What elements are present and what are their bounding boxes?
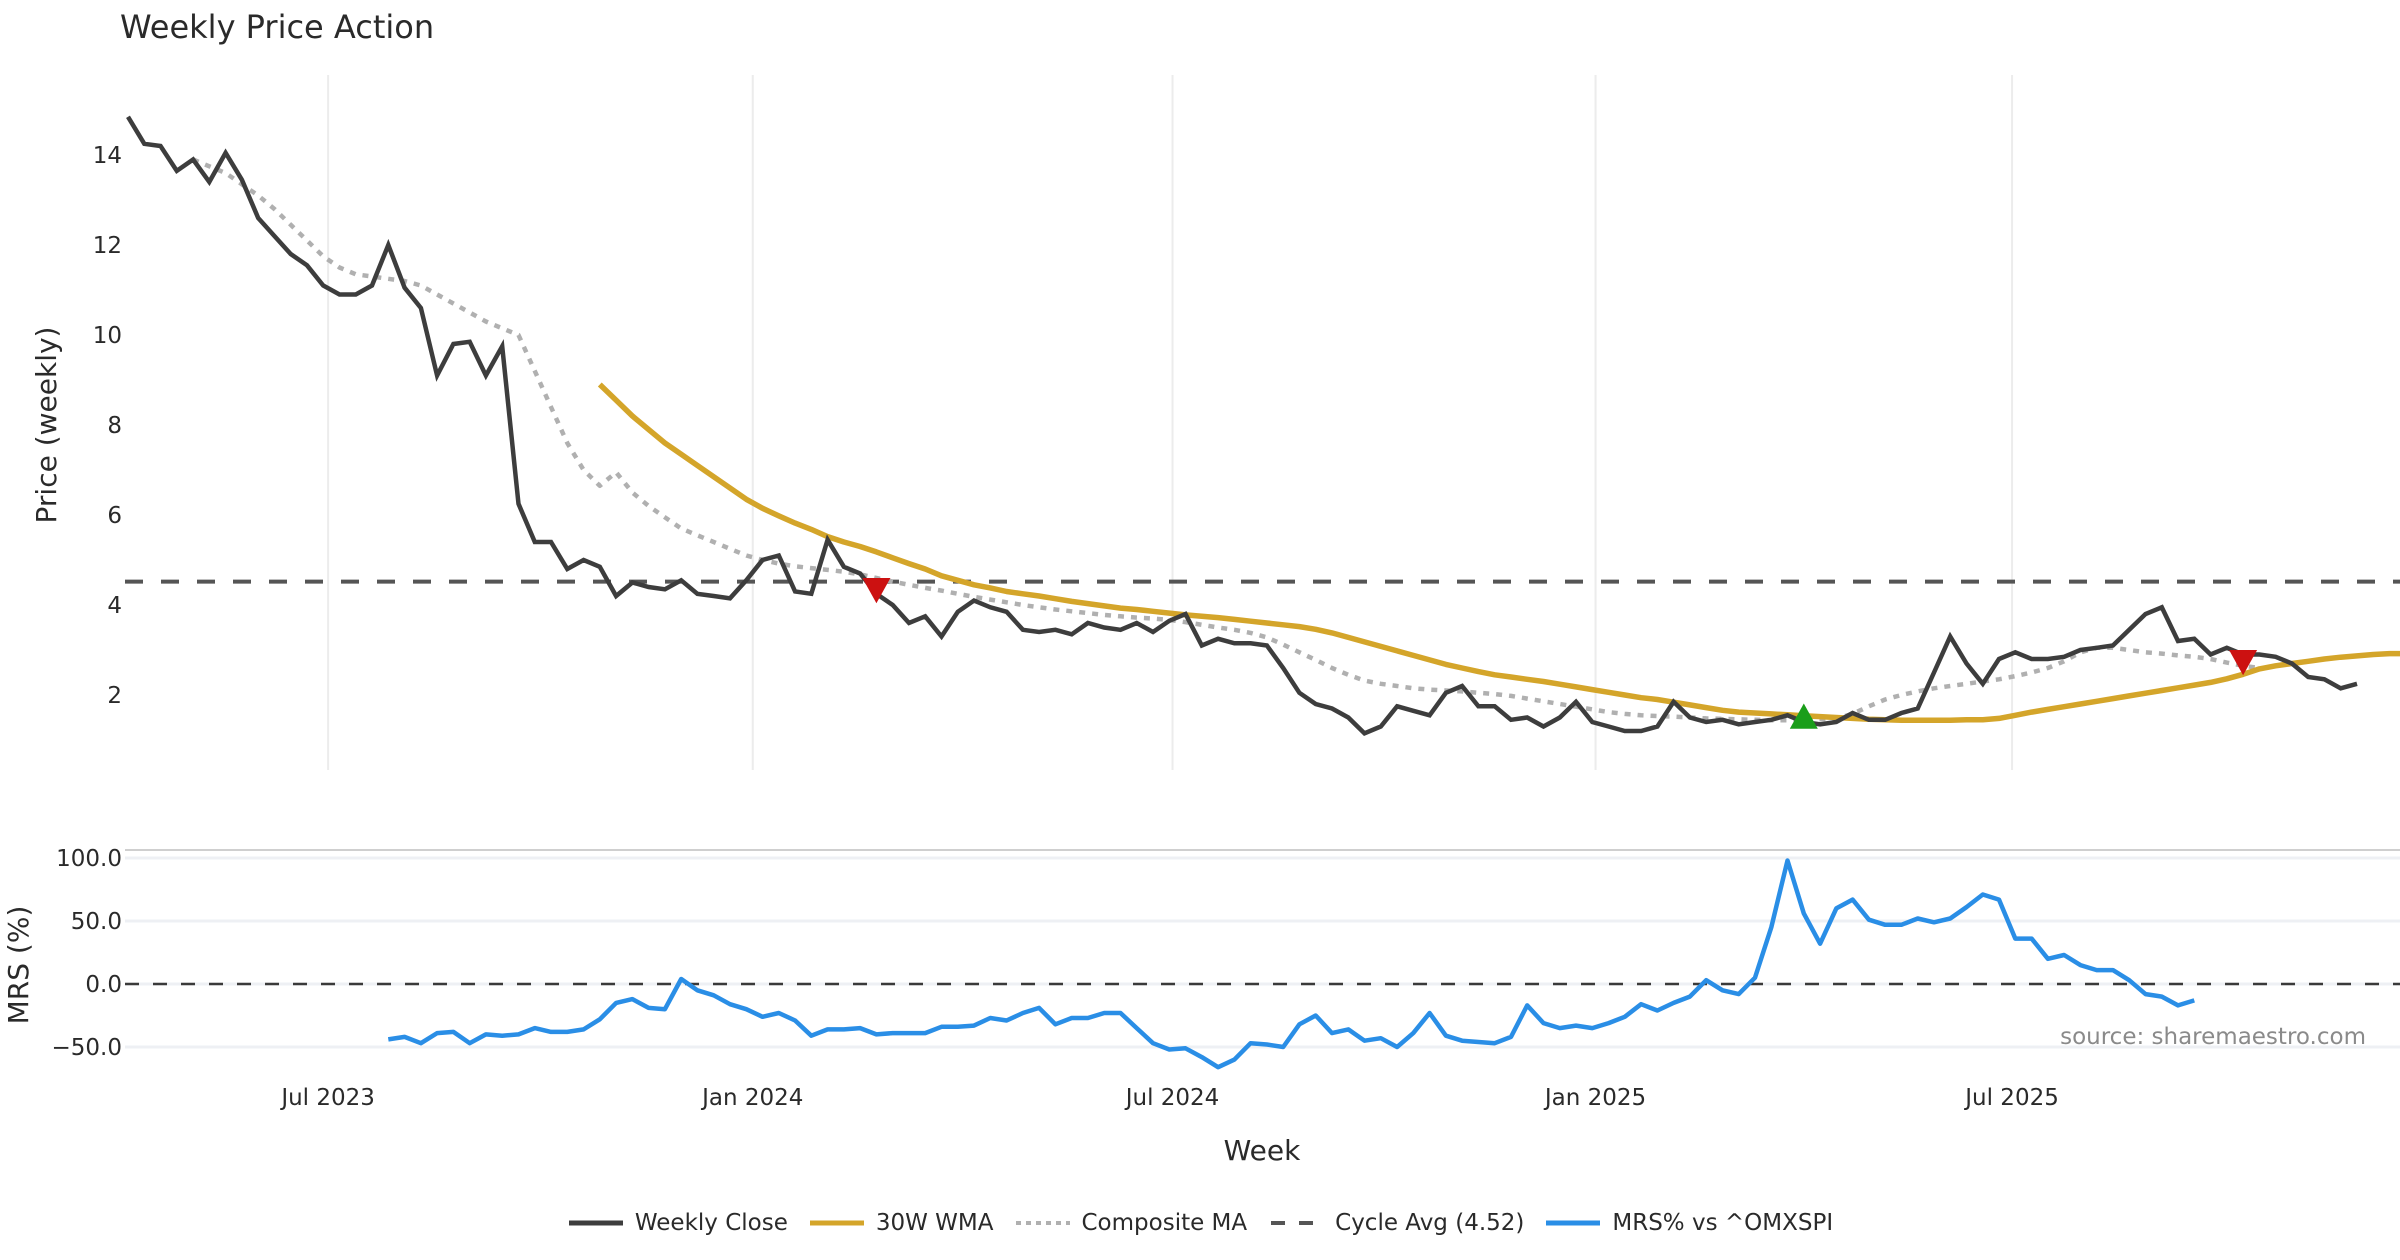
legend-item-cycle-avg[interactable]: Cycle Avg (4.52) xyxy=(1267,1210,1524,1236)
legend-item-composite-ma[interactable]: Composite MA xyxy=(1014,1210,1248,1236)
legend: Weekly Close 30W WMA Composite MA Cycle … xyxy=(0,1210,2400,1236)
composite-ma-swatch-icon xyxy=(1015,1221,1070,1225)
cycle-avg-swatch-icon xyxy=(1271,1221,1324,1225)
price-y-tick-label: 4 xyxy=(107,593,122,619)
wma-30w-line xyxy=(597,382,2400,723)
price-y-axis-label: Price (weekly) xyxy=(30,327,63,524)
x-tick-label: Jul 2024 xyxy=(1124,1085,1220,1111)
mrs-line xyxy=(387,858,2195,1070)
price-series xyxy=(125,115,2400,736)
mrs-grid xyxy=(125,849,2400,1049)
buy-signal-marker xyxy=(1789,703,1818,729)
mrs-y-tick-label: 50.0 xyxy=(71,909,122,935)
price-grid xyxy=(327,75,2014,770)
x-tick-label: Jul 2023 xyxy=(279,1085,375,1111)
legend-label: 30W WMA xyxy=(875,1210,994,1236)
price-y-tick-label: 2 xyxy=(107,683,122,709)
legend-label: Weekly Close xyxy=(634,1210,788,1236)
sell-signal-marker xyxy=(2229,650,2258,676)
legend-label: Cycle Avg (4.52) xyxy=(1335,1210,1525,1236)
mrs-y-ticks: −50.0 0.0 50.0 100.0 xyxy=(52,846,122,1061)
legend-item-mrs[interactable]: MRS% vs ^OMXSPI xyxy=(1544,1210,1833,1236)
price-y-tick-label: 6 xyxy=(107,503,122,529)
legend-item-30w-wma[interactable]: 30W WMA xyxy=(808,1210,994,1236)
price-y-tick-label: 14 xyxy=(93,143,122,169)
mrs-y-tick-label: −50.0 xyxy=(52,1035,122,1061)
chart-title: Weekly Price Action xyxy=(120,8,434,46)
composite-ma-line xyxy=(192,157,2260,723)
weekly-close-line xyxy=(126,115,2358,736)
wma-swatch-icon xyxy=(809,1220,864,1226)
price-y-tick-label: 12 xyxy=(93,233,122,259)
weekly-close-swatch-icon xyxy=(568,1220,623,1226)
sell-signal-marker xyxy=(862,578,891,604)
x-axis-label: Week xyxy=(1224,1134,1301,1167)
mrs-y-tick-label: 100.0 xyxy=(56,846,122,872)
x-tick-label: Jul 2025 xyxy=(1963,1085,2059,1111)
x-ticks: Jul 2023 Jan 2024 Jul 2024 Jan 2025 Jul 2025 xyxy=(279,1085,2059,1111)
price-y-ticks: 2 4 6 8 10 12 14 xyxy=(93,143,122,709)
x-tick-label: Jan 2024 xyxy=(700,1085,803,1111)
legend-label: Composite MA xyxy=(1081,1210,1248,1236)
price-y-tick-label: 8 xyxy=(107,413,122,439)
legend-label: MRS% vs ^OMXSPI xyxy=(1612,1210,1834,1236)
mrs-series xyxy=(125,858,2400,1070)
signal-markers xyxy=(862,578,2258,729)
mrs-y-axis-label: MRS (%) xyxy=(2,906,35,1025)
mrs-y-tick-label: 0.0 xyxy=(85,972,122,998)
legend-item-weekly-close[interactable]: Weekly Close xyxy=(567,1210,788,1236)
mrs-swatch-icon xyxy=(1546,1220,1601,1226)
x-tick-label: Jan 2025 xyxy=(1543,1085,1646,1111)
price-y-tick-label: 10 xyxy=(93,323,122,349)
